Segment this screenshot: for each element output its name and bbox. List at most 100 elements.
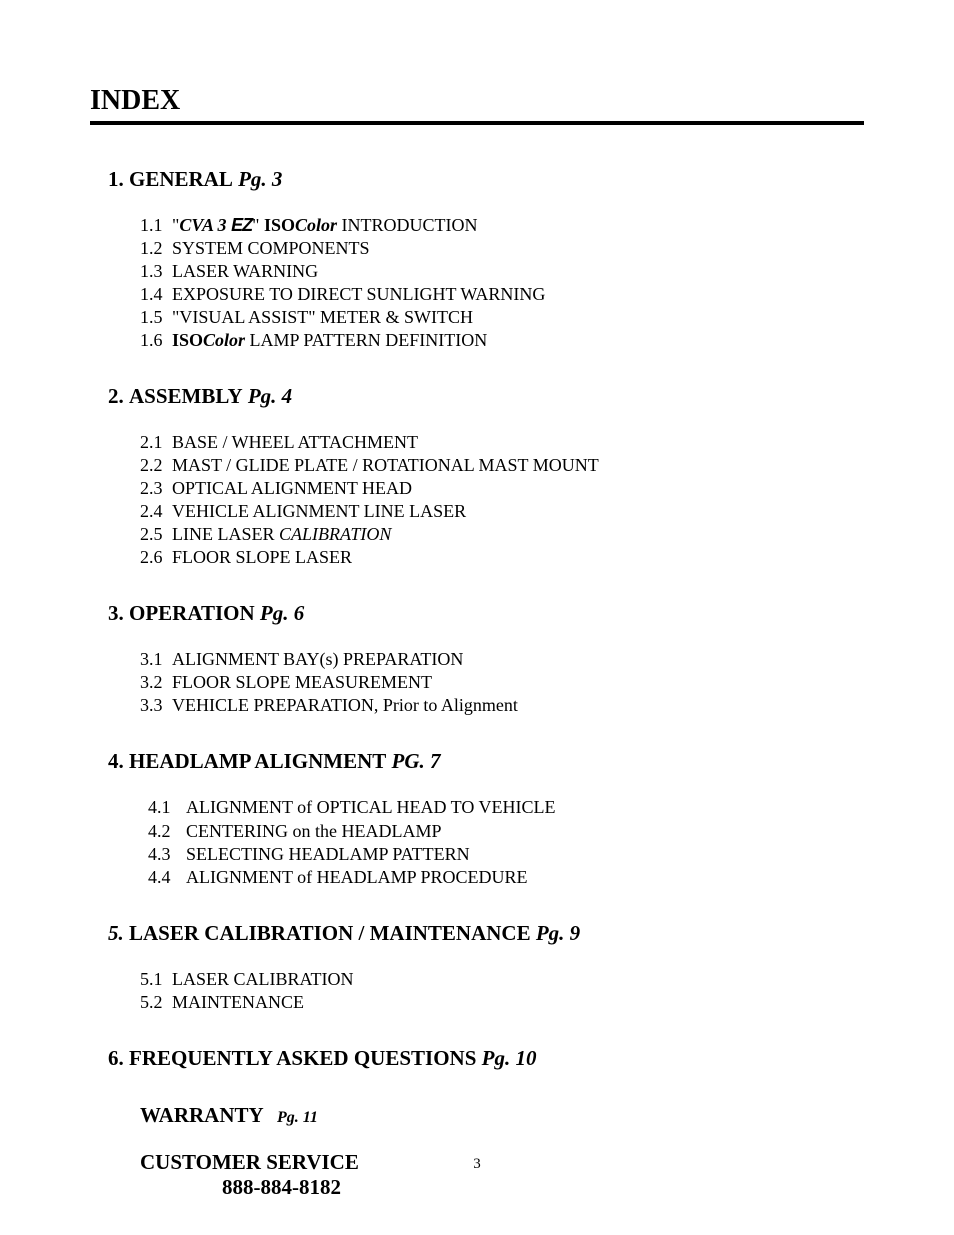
sub-item-number: 4.4 (148, 866, 186, 889)
section-page: Pg. 10 (482, 1046, 537, 1070)
subsections: 1.1"CVA 3 EZ" ISOColor INTRODUCTION1.2SY… (140, 214, 864, 352)
customer-service-phone: 888-884-8182 (222, 1175, 864, 1200)
sub-item: 5.1LASER CALIBRATION (140, 968, 864, 991)
section-number: 5. (108, 921, 124, 945)
section-number: 4. (108, 749, 124, 773)
sub-item-number: 4.3 (148, 843, 186, 866)
sub-item-number: 1.5 (140, 306, 172, 329)
sub-item-number: 2.2 (140, 454, 172, 477)
customer-service-label: CUSTOMER SERVICE (140, 1150, 864, 1175)
sub-item: 1.4EXPOSURE TO DIRECT SUNLIGHT WARNING (140, 283, 864, 306)
section: 6. FREQUENTLY ASKED QUESTIONS Pg. 10 (108, 1046, 864, 1071)
section-page: Pg. 9 (536, 921, 580, 945)
section-page: Pg. 6 (260, 601, 304, 625)
section-page: PG. 7 (392, 749, 441, 773)
sub-item-number: 5.1 (140, 968, 172, 991)
sub-item: 2.2MAST / GLIDE PLATE / ROTATIONAL MAST … (140, 454, 864, 477)
sub-item-text: VEHICLE ALIGNMENT LINE LASER (172, 501, 466, 521)
sub-item: 2.6FLOOR SLOPE LASER (140, 546, 864, 569)
sub-item-text: SYSTEM COMPONENTS (172, 238, 370, 258)
sub-item-number: 5.2 (140, 991, 172, 1014)
subsections: 4.1ALIGNMENT of OPTICAL HEAD TO VEHICLE4… (148, 796, 864, 888)
section-header: 3. OPERATION Pg. 6 (108, 601, 864, 626)
sub-item-text: ALIGNMENT BAY(s) PREPARATION (172, 649, 463, 669)
sub-item-number: 3.3 (140, 694, 172, 717)
section: 4. HEADLAMP ALIGNMENT PG. 74.1ALIGNMENT … (108, 749, 864, 888)
subsections: 3.1ALIGNMENT BAY(s) PREPARATION3.2FLOOR … (140, 648, 864, 717)
section-header: 2. ASSEMBLY Pg. 4 (108, 384, 864, 409)
sub-item: 1.5"VISUAL ASSIST" METER & SWITCH (140, 306, 864, 329)
sub-item: 4.2CENTERING on the HEADLAMP (148, 820, 864, 843)
section-title: LASER CALIBRATION / MAINTENANCE (129, 921, 531, 945)
sub-item-text: FLOOR SLOPE LASER (172, 547, 352, 567)
sub-item-text: "VISUAL ASSIST" METER & SWITCH (172, 307, 473, 327)
section-header: 6. FREQUENTLY ASKED QUESTIONS Pg. 10 (108, 1046, 864, 1071)
sub-item-text: " (252, 215, 264, 235)
section-title: OPERATION (129, 601, 255, 625)
sub-item-number: 3.1 (140, 648, 172, 671)
sub-item: 4.4ALIGNMENT of HEADLAMP PROCEDURE (148, 866, 864, 889)
sub-item-text: EXPOSURE TO DIRECT SUNLIGHT WARNING (172, 284, 545, 304)
sub-item-text: FLOOR SLOPE MEASUREMENT (172, 672, 432, 692)
section: 5. LASER CALIBRATION / MAINTENANCE Pg. 9… (108, 921, 864, 1014)
page-number: 3 (473, 1156, 481, 1173)
section-number: 2. (108, 384, 124, 408)
sub-item-text: CVA 3 (179, 215, 231, 235)
sections-container: 1. GENERAL Pg. 31.1"CVA 3 EZ" ISOColor I… (90, 167, 864, 1071)
section-number: 3. (108, 601, 124, 625)
sub-item-text: CALIBRATION (279, 524, 391, 544)
sub-item-number: 2.1 (140, 431, 172, 454)
section-header: 1. GENERAL Pg. 3 (108, 167, 864, 192)
section-header: 5. LASER CALIBRATION / MAINTENANCE Pg. 9 (108, 921, 864, 946)
sub-item-number: 2.3 (140, 477, 172, 500)
sub-item-text: INTRODUCTION (337, 215, 477, 235)
sub-item-text: EZ (231, 215, 252, 235)
warranty-label: WARRANTY (140, 1103, 264, 1127)
section-title: FREQUENTLY ASKED QUESTIONS (129, 1046, 476, 1070)
sub-item: 4.1ALIGNMENT of OPTICAL HEAD TO VEHICLE (148, 796, 864, 819)
section-number: 1. (108, 167, 124, 191)
sub-item-number: 1.4 (140, 283, 172, 306)
sub-item-number: 2.5 (140, 523, 172, 546)
sub-item-text: LAMP PATTERN DEFINITION (245, 330, 487, 350)
section-page: Pg. 3 (238, 167, 282, 191)
sub-item: 2.4VEHICLE ALIGNMENT LINE LASER (140, 500, 864, 523)
section: 2. ASSEMBLY Pg. 4 2.1BASE / WHEEL ATTACHM… (108, 384, 864, 569)
sub-item-number: 2.6 (140, 546, 172, 569)
sub-item-text: LASER CALIBRATION (172, 969, 354, 989)
sub-item-text: LINE LASER (172, 524, 279, 544)
page-title: INDEX (90, 85, 864, 117)
sub-item-text: Color (203, 330, 245, 350)
warranty-block: WARRANTY Pg. 11 (140, 1103, 864, 1128)
sub-item-number: 4.1 (148, 796, 186, 819)
sub-item-number: 3.2 (140, 671, 172, 694)
sub-item-text: BASE / WHEEL ATTACHMENT (172, 432, 418, 452)
sub-item-text: ISO (172, 330, 203, 350)
sub-item-text: CENTERING on the HEADLAMP (186, 821, 441, 841)
sub-item: 5.2MAINTENANCE (140, 991, 864, 1014)
sub-item: 2.5LINE LASER CALIBRATION (140, 523, 864, 546)
sub-item-text: MAINTENANCE (172, 992, 304, 1012)
subsections: 5.1LASER CALIBRATION5.2MAINTENANCE (140, 968, 864, 1014)
sub-item-text: MAST / GLIDE PLATE / ROTATIONAL MAST MOU… (172, 455, 599, 475)
sub-item: 4.3SELECTING HEADLAMP PATTERN (148, 843, 864, 866)
sub-item-number: 4.2 (148, 820, 186, 843)
sub-item-text: VEHICLE PREPARATION, Prior to Alignment (172, 695, 518, 715)
sub-item-number: 1.6 (140, 329, 172, 352)
title-divider (90, 121, 864, 125)
sub-item: 2.1BASE / WHEEL ATTACHMENT (140, 431, 864, 454)
sub-item-text: SELECTING HEADLAMP PATTERN (186, 844, 470, 864)
sub-item: 1.6ISOColor LAMP PATTERN DEFINITION (140, 329, 864, 352)
sub-item: 3.1ALIGNMENT BAY(s) PREPARATION (140, 648, 864, 671)
sub-item-text: LASER WARNING (172, 261, 318, 281)
subsections: 2.1BASE / WHEEL ATTACHMENT2.2MAST / GLID… (140, 431, 864, 569)
sub-item: 1.1"CVA 3 EZ" ISOColor INTRODUCTION (140, 214, 864, 237)
sub-item: 3.3VEHICLE PREPARATION, Prior to Alignme… (140, 694, 864, 717)
sub-item-text: ALIGNMENT of HEADLAMP PROCEDURE (186, 867, 528, 887)
sub-item-text: ALIGNMENT of OPTICAL HEAD TO VEHICLE (186, 797, 555, 817)
sub-item-text: OPTICAL ALIGNMENT HEAD (172, 478, 412, 498)
sub-item: 3.2FLOOR SLOPE MEASUREMENT (140, 671, 864, 694)
warranty-page: Pg. 11 (277, 1109, 318, 1126)
section: 1. GENERAL Pg. 31.1"CVA 3 EZ" ISOColor I… (108, 167, 864, 352)
customer-service-block: CUSTOMER SERVICE 888-884-8182 (140, 1150, 864, 1200)
